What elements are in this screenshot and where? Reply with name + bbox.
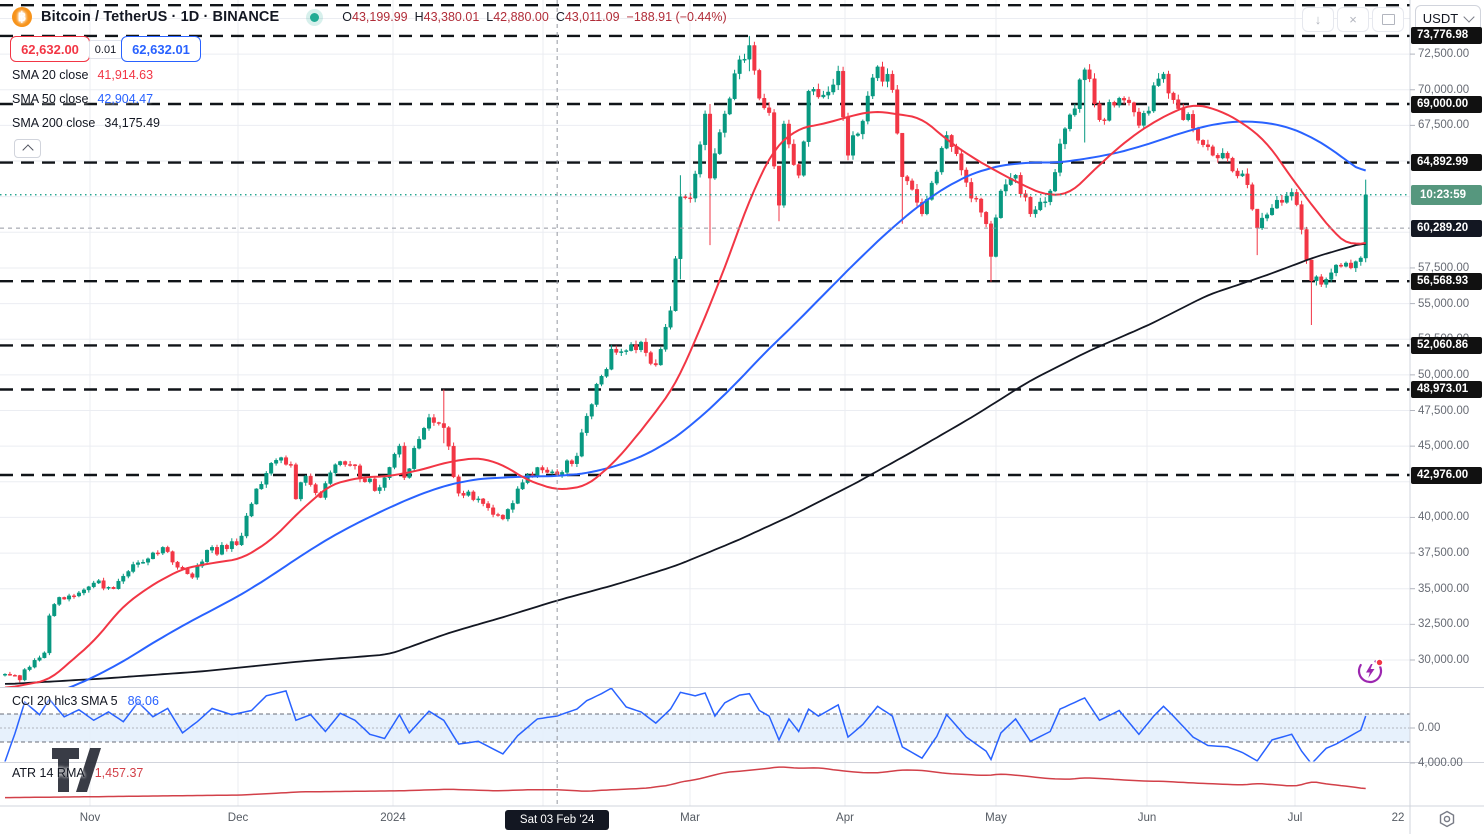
candle-bodies-down — [7, 45, 1353, 681]
time-tick-label: 22 — [1391, 812, 1405, 824]
candle-bodies-up — [3, 45, 1368, 681]
move-pane-down-button[interactable]: ↓ — [1302, 7, 1334, 32]
spread-value: 0.01 — [89, 40, 122, 59]
maximize-pane-icon — [1381, 14, 1395, 25]
currency-label: USDT — [1422, 11, 1459, 26]
sma200-line — [4, 242, 1366, 685]
cci-value: 86.06 — [127, 694, 159, 708]
price-tick-label: 50,000.00 — [1418, 368, 1470, 381]
sell-button[interactable]: 62,632.00 — [10, 36, 90, 62]
price-tick-label: 35,000.00 — [1418, 582, 1470, 595]
crosshair-date-badge: Sat 03 Feb '24 — [505, 810, 610, 830]
open-label: O — [342, 10, 353, 24]
cci-label: CCI 20 hlc3 SMA 5 — [12, 694, 118, 708]
cci-line — [4, 688, 1367, 762]
sma50-value: 42,904.47 — [97, 92, 154, 106]
collapse-legend-button[interactable] — [14, 139, 41, 158]
close-pane-button[interactable]: × — [1337, 7, 1369, 32]
price-tick-label: 55,000.00 — [1418, 297, 1470, 310]
countdown-badge: 10:23:59 — [1411, 184, 1482, 205]
symbol-legend[interactable]: ฿ Bitcoin / TetherUS · 1D · BINANCE O43,… — [12, 7, 727, 27]
time-tick-label: May — [985, 812, 1007, 824]
price-level-badge: 64,892.99 — [1411, 154, 1482, 172]
open-value: 43,199.99 — [352, 10, 408, 24]
sma50-line — [66, 120, 1367, 688]
tradingview-watermark — [52, 748, 101, 792]
boost-icon[interactable] — [1355, 656, 1385, 686]
time-tick-label: Jun — [1137, 812, 1157, 824]
atr-label: ATR 14 RMA — [12, 766, 85, 780]
price-tick-label: 32,500.00 — [1418, 618, 1470, 631]
close-value: 43,011.09 — [564, 10, 620, 24]
close-pane-icon: × — [1349, 12, 1357, 27]
maximize-pane-button[interactable] — [1372, 7, 1404, 32]
price-tick-label: 45,000.00 — [1418, 440, 1470, 453]
low-value: 42,880.00 — [493, 10, 549, 24]
atr-scale-tick: 4,000.00 — [1418, 757, 1463, 769]
price-level-badge: 48,973.01 — [1411, 381, 1482, 398]
price-level-badge: 69,000.00 — [1411, 95, 1482, 113]
chevron-down-icon — [1463, 11, 1475, 23]
price-tick-label: 37,500.00 — [1418, 547, 1470, 560]
symbol-title[interactable]: Bitcoin / TetherUS · 1D · BINANCE — [41, 9, 280, 25]
time-tick-label: Mar — [680, 812, 700, 824]
main-pane[interactable] — [0, 4, 1410, 701]
sma50-label: SMA 50 close — [12, 92, 89, 106]
sma200-legend[interactable]: SMA 200 close 34,175.49 — [12, 116, 160, 130]
price-tick-label: 67,500.00 — [1418, 119, 1470, 132]
market-status-icon[interactable] — [310, 12, 320, 22]
high-label: H — [414, 10, 424, 24]
move-pane-down-icon: ↓ — [1314, 12, 1322, 27]
sma20-legend[interactable]: SMA 20 close 41,914.63 — [12, 68, 153, 82]
time-tick-label: Jul — [1287, 812, 1303, 824]
cci-zero-tick: 0.00 — [1418, 722, 1441, 734]
price-level-badge: 42,976.00 — [1411, 466, 1482, 484]
change-value: −188.91 (−0.44%) — [626, 10, 727, 24]
time-tick-label: Nov — [79, 812, 101, 824]
close-label: C — [555, 10, 565, 24]
low-label: L — [486, 10, 494, 24]
sma200-value: 34,175.49 — [104, 116, 160, 130]
sma20-value: 41,914.63 — [97, 68, 154, 82]
price-tick-label: 72,500.00 — [1418, 48, 1470, 61]
sma50-legend[interactable]: SMA 50 close 42,904.47 — [12, 92, 153, 106]
bitcoin-icon: ฿ — [12, 7, 32, 27]
price-tick-label: 70,000.00 — [1418, 83, 1470, 96]
candle-wicks-up — [4, 35, 1367, 682]
sma20-line — [4, 104, 1366, 688]
atr-line — [5, 766, 1366, 799]
atr-value: 1,457.37 — [94, 766, 144, 780]
timezone-settings-icon[interactable] — [1439, 810, 1455, 828]
chevron-up-icon — [21, 144, 34, 156]
ohlc-readout: O43,199.99 H43,380.01 L42,880.00 C43,011… — [342, 10, 726, 24]
high-value: 43,380.01 — [423, 10, 480, 24]
cci-legend[interactable]: CCI 20 hlc3 SMA 5 86.06 — [12, 694, 159, 708]
time-tick-label: 2024 — [380, 812, 406, 824]
buy-button[interactable]: 62,632.01 — [121, 36, 201, 62]
price-level-badge: 52,060.86 — [1411, 336, 1482, 354]
vertical-gridlines — [89, 0, 1296, 806]
cci-pane[interactable] — [0, 688, 1410, 764]
crosshair-price-badge: 60,289.20 — [1411, 219, 1482, 237]
candle-wicks-down — [9, 41, 1352, 683]
price-tick-label: 40,000.00 — [1418, 511, 1470, 524]
time-tick-label: Apr — [836, 812, 854, 824]
time-tick-label: Dec — [227, 812, 249, 824]
sma200-label: SMA 200 close — [12, 116, 96, 130]
price-tick-label: 57,500.00 — [1418, 261, 1470, 274]
price-tick-label: 47,500.00 — [1418, 404, 1470, 417]
price-tick-label: 30,000.00 — [1418, 653, 1470, 666]
price-level-badge: 56,568.93 — [1411, 272, 1482, 290]
price-level-badge: 73,776.98 — [1411, 27, 1482, 45]
atr-legend[interactable]: ATR 14 RMA 1,457.37 — [12, 766, 143, 780]
atr-pane[interactable] — [5, 766, 1366, 799]
sma20-label: SMA 20 close — [12, 68, 89, 82]
